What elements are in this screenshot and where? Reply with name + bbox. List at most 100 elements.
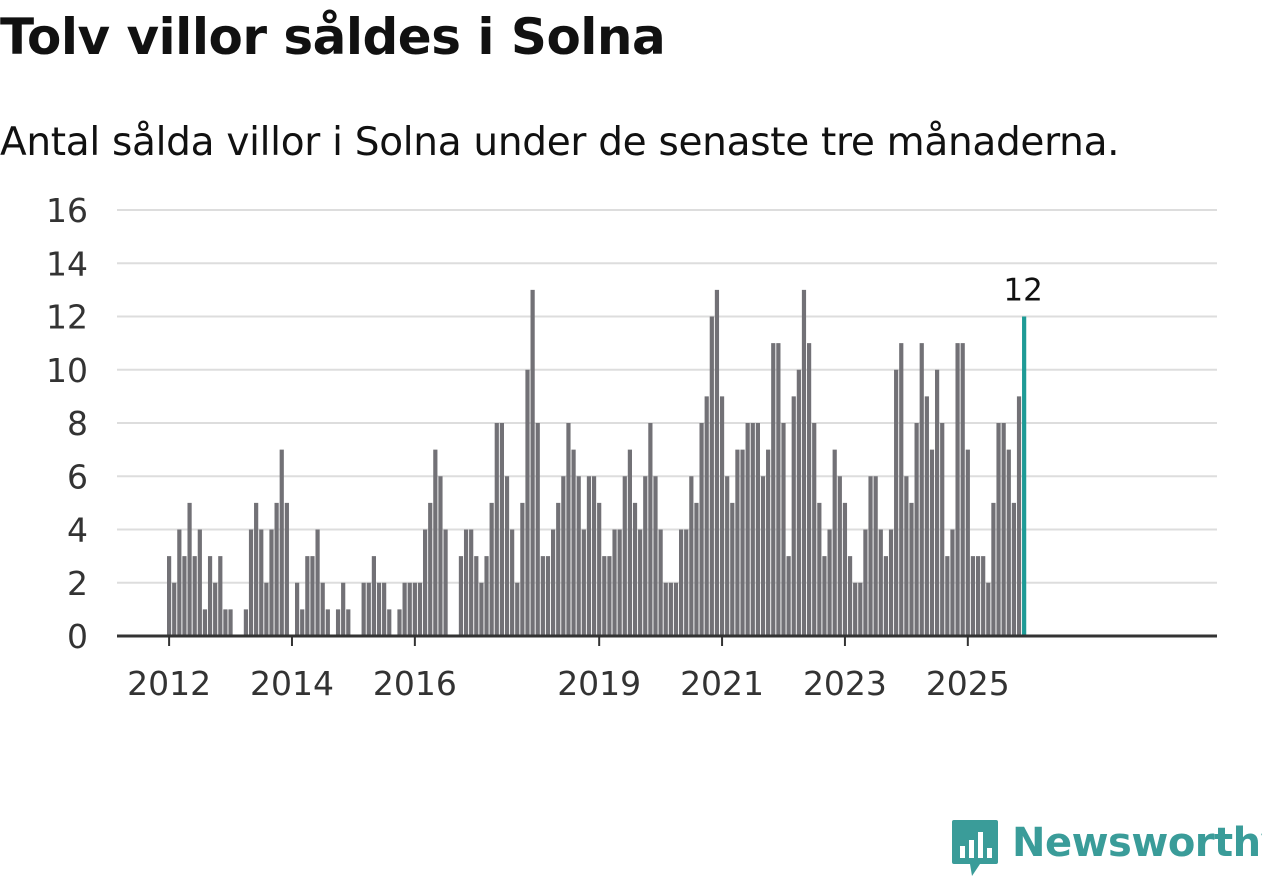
bar bbox=[510, 529, 515, 636]
bar bbox=[274, 502, 279, 636]
bar bbox=[284, 502, 289, 636]
bar bbox=[341, 582, 346, 636]
bar bbox=[525, 369, 530, 636]
bar bbox=[571, 449, 576, 636]
bar bbox=[975, 556, 981, 636]
x-tick-label: 2023 bbox=[803, 664, 887, 700]
bar bbox=[423, 529, 428, 636]
bar bbox=[714, 289, 720, 636]
bar bbox=[817, 502, 822, 636]
bar bbox=[535, 423, 540, 636]
bar bbox=[607, 556, 612, 636]
bar bbox=[315, 529, 320, 636]
bar bbox=[254, 502, 259, 636]
bar bbox=[883, 556, 888, 636]
bar bbox=[361, 582, 366, 636]
bar bbox=[689, 476, 694, 636]
bar bbox=[638, 529, 643, 636]
chart-title: Tolv villor såldes i Solna bbox=[0, 8, 666, 66]
bar bbox=[807, 343, 812, 636]
bar bbox=[463, 529, 469, 636]
bar bbox=[643, 476, 648, 636]
bar bbox=[264, 582, 269, 636]
bar bbox=[192, 556, 197, 636]
bar bbox=[796, 369, 801, 636]
bar bbox=[551, 529, 556, 636]
bar bbox=[300, 609, 305, 636]
x-tick-label: 2025 bbox=[926, 664, 1010, 700]
bar bbox=[945, 556, 950, 636]
bar bbox=[853, 582, 858, 636]
bar bbox=[561, 476, 566, 636]
newsworthy-logo: Newsworthy bbox=[950, 818, 1262, 878]
bar bbox=[791, 396, 796, 636]
bar bbox=[827, 529, 832, 636]
bar bbox=[935, 369, 940, 636]
bar bbox=[474, 556, 479, 636]
bar bbox=[407, 582, 412, 636]
bar bbox=[658, 529, 663, 636]
bar bbox=[202, 609, 208, 636]
bar bbox=[894, 369, 899, 636]
bar bbox=[878, 529, 883, 636]
bar bbox=[213, 582, 218, 636]
bar bbox=[469, 529, 474, 636]
bar bbox=[750, 423, 755, 636]
bar bbox=[417, 582, 423, 636]
bar bbox=[228, 609, 233, 636]
bar bbox=[673, 582, 679, 636]
bar bbox=[172, 582, 177, 636]
newsworthy-logo-icon bbox=[952, 820, 998, 876]
bar bbox=[940, 423, 945, 636]
bar bbox=[909, 502, 914, 636]
y-tick-label: 8 bbox=[67, 404, 88, 443]
bar bbox=[540, 556, 545, 636]
bar bbox=[991, 502, 996, 636]
y-axis-ticks: 0 2 4 6 8 10 12 14 16 bbox=[46, 191, 88, 656]
bar bbox=[443, 529, 448, 636]
bar bbox=[730, 502, 735, 636]
bar bbox=[545, 556, 551, 636]
bar bbox=[597, 502, 602, 636]
x-tick-label: 2014 bbox=[250, 664, 334, 700]
bar bbox=[986, 582, 991, 636]
newsworthy-logo-text: Newsworthy bbox=[1012, 820, 1262, 866]
bar bbox=[248, 529, 254, 636]
bar bbox=[755, 423, 760, 636]
bar bbox=[679, 529, 684, 636]
bar bbox=[346, 609, 351, 636]
bar bbox=[735, 449, 740, 636]
bar bbox=[812, 423, 817, 636]
y-tick-label: 4 bbox=[67, 511, 88, 550]
bar bbox=[366, 582, 371, 636]
bar bbox=[259, 529, 264, 636]
bar bbox=[591, 476, 597, 636]
bar bbox=[387, 609, 392, 636]
bar bbox=[632, 502, 638, 636]
bar bbox=[310, 556, 315, 636]
y-tick-label: 16 bbox=[46, 191, 88, 230]
bar bbox=[612, 529, 617, 636]
bar bbox=[955, 343, 960, 636]
bar bbox=[489, 502, 494, 636]
bar bbox=[223, 609, 228, 636]
bar bbox=[924, 396, 929, 636]
bar bbox=[725, 476, 730, 636]
bar bbox=[602, 556, 607, 636]
bar bbox=[402, 582, 407, 636]
bar bbox=[279, 449, 284, 636]
bar bbox=[694, 502, 699, 636]
bar bbox=[586, 476, 592, 636]
bar bbox=[305, 556, 310, 636]
bars bbox=[167, 289, 1027, 636]
bar bbox=[699, 423, 704, 636]
bar bbox=[438, 476, 443, 636]
bar bbox=[776, 343, 781, 636]
bar bbox=[207, 556, 213, 636]
y-tick-label: 6 bbox=[67, 457, 88, 496]
bar bbox=[504, 476, 510, 636]
bar bbox=[320, 582, 325, 636]
y-tick-label: 2 bbox=[67, 564, 88, 603]
bar bbox=[832, 449, 837, 636]
bar bbox=[479, 582, 484, 636]
